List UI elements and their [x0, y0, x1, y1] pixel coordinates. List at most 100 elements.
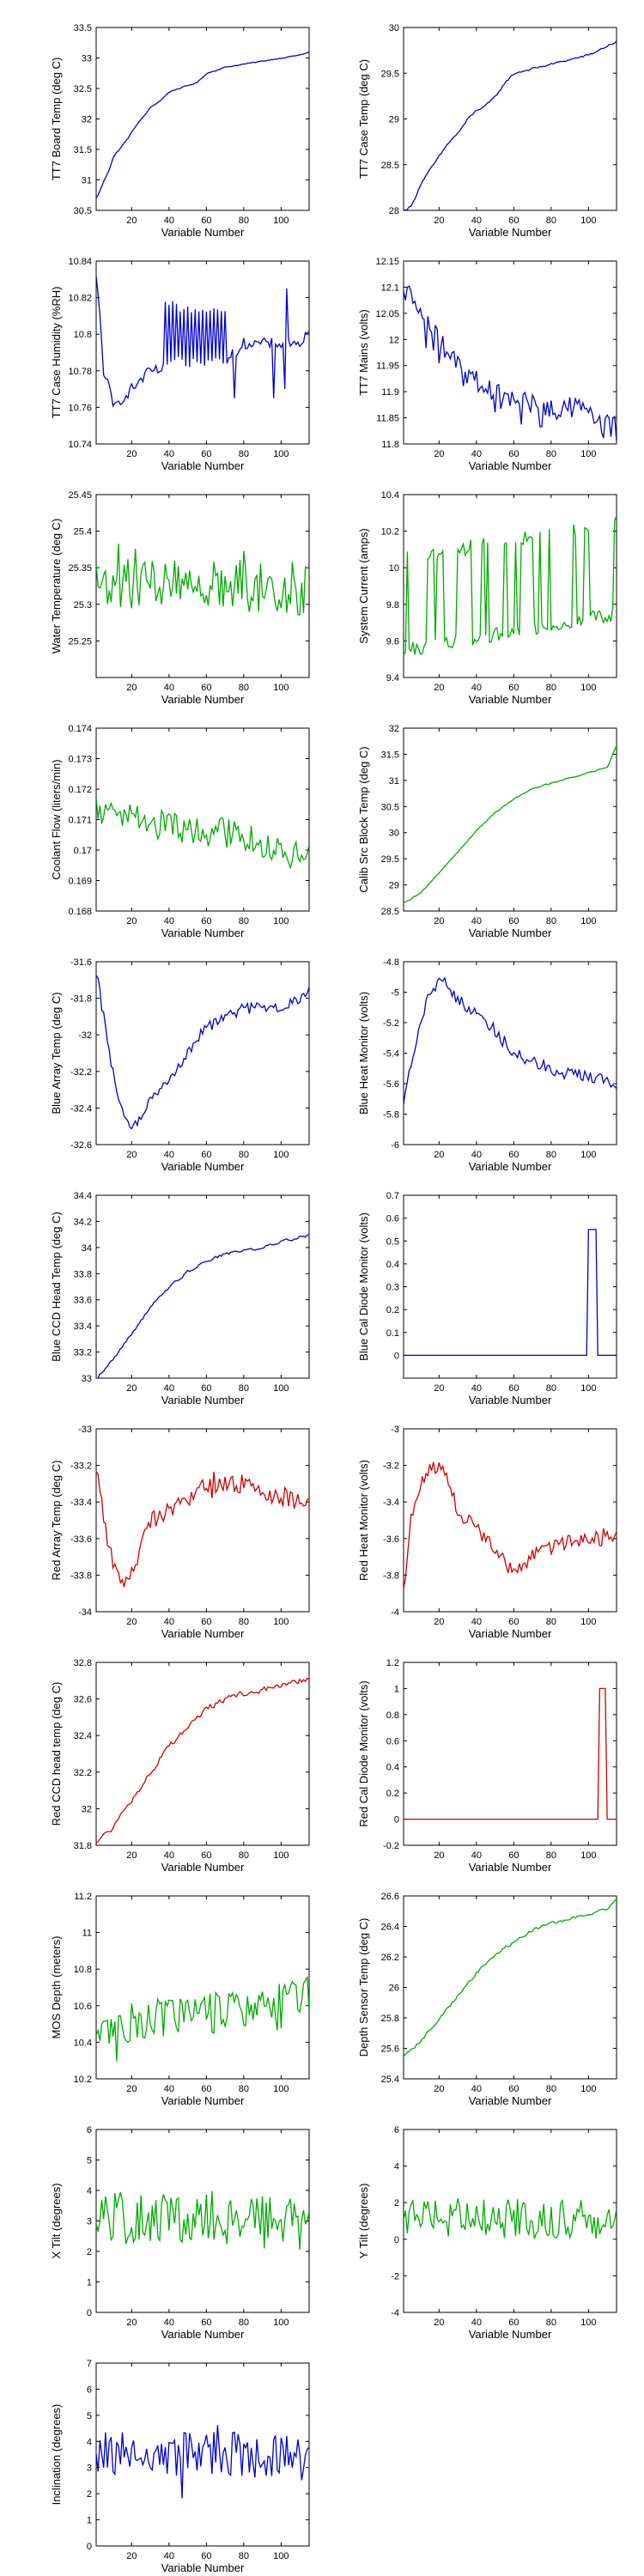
series-line: [96, 975, 309, 1130]
y-tick-label: 11.9: [381, 387, 399, 398]
y-tick-label: 31.5: [381, 750, 399, 760]
x-axis-label: Variable Number: [469, 693, 552, 706]
y-tick-label: 2: [87, 2489, 92, 2500]
x-tick-label: 80: [546, 449, 556, 459]
x-tick-label: 40: [471, 683, 482, 693]
y-tick-label: 1: [87, 2278, 92, 2288]
x-tick-label: 40: [164, 2318, 174, 2328]
x-axis-label: Variable Number: [161, 927, 245, 939]
y-axis-label: Y Tilt (degrees): [357, 2184, 370, 2259]
x-tick-label: 100: [273, 683, 289, 693]
x-tick-label: 80: [546, 1850, 556, 1861]
x-tick-label: 40: [471, 916, 482, 927]
chart-20: -4 -2 0 2 4 6 20 40 60 80 100 Variable Number Y Tilt…: [357, 2125, 617, 2341]
x-tick-label: 100: [580, 1150, 596, 1160]
x-tick-label: 60: [201, 683, 211, 693]
y-tick-label: -5.6: [383, 1079, 399, 1090]
series-line: [96, 1975, 309, 2062]
plot-frame: [403, 260, 617, 445]
y-tick-label: -2: [391, 2271, 399, 2281]
x-tick-label: 40: [471, 1850, 482, 1861]
plot-frame: [403, 1662, 617, 1846]
chart-7: 0.168 0.169 0.17 0.171 0.172 0.173 0.174 20 40 60…: [50, 724, 310, 939]
x-tick-label: 40: [164, 449, 174, 459]
x-axis-label: Variable Number: [469, 1160, 552, 1173]
y-tick-label: 4: [87, 2186, 92, 2196]
y-tick-label: 10.4: [381, 490, 399, 501]
x-tick-label: 40: [164, 1383, 174, 1394]
x-tick-label: 80: [239, 2318, 249, 2328]
y-tick-label: 10.4: [74, 2038, 92, 2048]
x-tick-label: 40: [164, 1150, 174, 1160]
x-axis-label: Variable Number: [161, 2328, 245, 2341]
y-tick-label: 9.8: [386, 600, 399, 611]
x-tick-label: 100: [273, 2084, 289, 2094]
series-line: [404, 1461, 617, 1589]
x-axis-label: Variable Number: [161, 1627, 245, 1640]
y-tick-label: 5: [87, 2411, 92, 2421]
y-axis-label: Blue Cal Diode Monitor (volts): [357, 1212, 370, 1361]
x-tick-label: 60: [201, 2551, 211, 2561]
y-tick-label: 32: [82, 115, 92, 125]
series-line: [96, 797, 309, 870]
y-tick-label: -5.4: [383, 1049, 399, 1060]
x-axis-label: Variable Number: [161, 693, 245, 706]
series-line: [96, 1677, 309, 1844]
y-tick-label: -4.8: [383, 957, 399, 968]
x-tick-label: 60: [201, 1150, 211, 1160]
y-tick-label: -4: [391, 2308, 399, 2318]
y-tick-label: 9.6: [386, 636, 399, 647]
y-tick-label: 31.8: [74, 1841, 92, 1851]
y-tick-label: 10.2: [381, 527, 399, 538]
y-tick-label: 25.3: [74, 600, 92, 611]
x-tick-label: 80: [239, 1850, 249, 1861]
x-tick-label: 80: [546, 216, 556, 226]
y-tick-label: -33.4: [70, 1498, 92, 1508]
y-tick-label: 33.8: [74, 1269, 92, 1279]
y-tick-label: 25.45: [68, 490, 92, 501]
y-tick-label: 0.4: [386, 1260, 399, 1270]
y-tick-label: -5.8: [383, 1110, 399, 1121]
y-tick-label: 31: [389, 776, 399, 787]
chart-13: -34 -33.8 -33.6 -33.4 -33.2 -33 20 40 60 80 100 Var…: [50, 1425, 310, 1640]
x-tick-label: 60: [201, 1617, 211, 1627]
series-line: [96, 544, 309, 616]
x-tick-label: 60: [508, 1383, 519, 1394]
y-tick-label: 31.5: [74, 145, 92, 155]
x-tick-label: 40: [471, 2318, 482, 2328]
x-tick-label: 20: [126, 916, 137, 927]
x-tick-label: 60: [508, 683, 519, 693]
y-tick-label: 29: [389, 115, 399, 125]
y-tick-label: 25.35: [68, 563, 92, 574]
x-tick-label: 100: [273, 1383, 289, 1394]
chart-9: -32.6 -32.4 -32.2 -32 -31.8 -31.6 20 40 60 80 100 V…: [50, 957, 310, 1173]
x-tick-label: 80: [239, 1383, 249, 1394]
y-tick-label: 0.173: [68, 755, 92, 765]
plot-frame: [403, 494, 617, 678]
y-tick-label: 10.82: [68, 294, 92, 304]
x-tick-label: 40: [471, 2084, 482, 2094]
x-tick-label: 20: [126, 449, 137, 459]
y-tick-label: 28: [389, 206, 399, 216]
y-tick-label: 33.4: [74, 1321, 92, 1332]
x-tick-label: 100: [273, 2318, 289, 2328]
y-axis-label: Water Temperature (deg C): [50, 519, 63, 654]
y-tick-label: -32: [78, 1030, 92, 1041]
y-tick-label: 0.171: [68, 816, 92, 826]
x-tick-label: 20: [434, 1850, 444, 1861]
x-tick-label: 40: [164, 916, 174, 927]
y-tick-label: -3.4: [383, 1498, 399, 1508]
y-tick-label: 11.85: [376, 414, 399, 424]
y-tick-label: 0.2: [386, 1305, 399, 1315]
x-tick-label: 100: [580, 1850, 596, 1861]
y-tick-label: 2: [87, 2247, 92, 2257]
x-tick-label: 40: [164, 1850, 174, 1861]
chart-18: 25.4 25.6 25.8 26 26.2 26.4 26.6 20 40 60 80 100 Var…: [357, 1892, 617, 2107]
y-tick-label: 34.2: [74, 1217, 92, 1227]
x-tick-label: 20: [434, 2084, 444, 2094]
x-tick-label: 80: [239, 449, 249, 459]
x-tick-label: 80: [239, 1617, 249, 1627]
y-tick-label: 32.8: [74, 1658, 92, 1668]
x-tick-label: 100: [580, 683, 596, 693]
plot-frame: [95, 1662, 310, 1846]
